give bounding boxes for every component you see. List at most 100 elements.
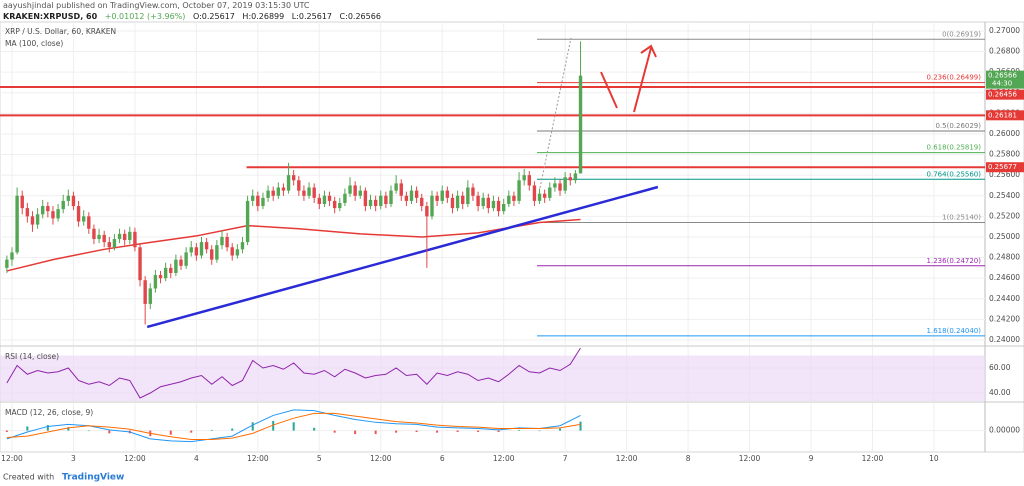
- price-tag-label: 0.26181: [988, 111, 1017, 119]
- y-tick-label: 0.27000: [989, 26, 1020, 35]
- x-tick-label: 12:00: [247, 454, 269, 463]
- candle-body: [240, 242, 245, 250]
- x-tick-label: 7: [563, 454, 568, 463]
- panel-title: XRP / U.S. Dollar, 60, KRAKEN: [5, 27, 116, 36]
- candle-body: [420, 197, 424, 207]
- candle-body: [476, 195, 480, 207]
- candle-body: [102, 234, 106, 243]
- price-tag: [986, 89, 1024, 100]
- candle-body: [25, 208, 30, 217]
- price-tag-countdown: 44:30: [992, 80, 1012, 88]
- candle-body: [81, 216, 86, 222]
- candle-body: [5, 259, 9, 268]
- histogram-bar: [108, 430, 111, 434]
- fib-label: 1.236(0.24720): [927, 257, 982, 265]
- x-tick-label: 9: [809, 454, 814, 463]
- candle-body: [368, 199, 373, 207]
- symbol-line: KRAKEN:XRPUSD, 60 +0.01012 (+3.96%) O:0.…: [3, 12, 386, 21]
- y-tick-label: 0.24200: [989, 314, 1020, 323]
- x-tick-label: 12:00: [370, 454, 392, 463]
- candle-body: [578, 75, 583, 174]
- candle-body: [496, 200, 501, 212]
- footer-created: Created with: [3, 473, 54, 482]
- candle-body: [542, 193, 547, 198]
- histogram-bar: [374, 430, 377, 435]
- price-tag-label: 0.26566: [988, 72, 1017, 80]
- candle-body: [399, 183, 403, 196]
- candle-body: [163, 267, 168, 279]
- candle-body: [128, 231, 132, 241]
- ohlc: O:0.25617: [192, 12, 235, 21]
- panel: [0, 403, 985, 451]
- histogram-bar: [538, 430, 541, 432]
- y-tick-label: 40.00: [989, 388, 1011, 397]
- histogram-bar: [67, 427, 70, 431]
- candle-body: [373, 199, 378, 207]
- candle-body: [230, 247, 234, 256]
- y-tick-label: 0.24000: [989, 335, 1020, 344]
- x-tick-label: 3: [71, 454, 76, 463]
- y-tick-label: 0.26800: [989, 47, 1020, 56]
- candle-body: [384, 195, 388, 204]
- candle-body: [404, 195, 409, 201]
- histogram-bar: [559, 428, 562, 431]
- publisher: aayushjindal published on TradingView.co…: [3, 1, 310, 10]
- histogram-bar: [436, 430, 439, 433]
- candle-body: [537, 193, 542, 201]
- candle-body: [461, 195, 465, 204]
- candle-body: [573, 173, 578, 181]
- histogram-bar: [272, 420, 275, 431]
- candle-body: [20, 195, 24, 209]
- candle-body: [430, 195, 434, 217]
- x-tick-label: 10: [929, 454, 939, 463]
- moving-average: [6, 218, 581, 272]
- candle-body: [179, 259, 183, 266]
- x-tick-label: 12:00: [862, 454, 884, 463]
- candle-body: [97, 234, 101, 240]
- candle-body: [46, 206, 50, 212]
- x-tick-label: 12:00: [1, 454, 23, 463]
- candle-body: [66, 195, 71, 201]
- candle-body: [517, 180, 521, 201]
- candle-body: [327, 195, 332, 201]
- overlay-label: MA (100, close): [5, 39, 63, 48]
- candle-body: [389, 190, 393, 204]
- candle-body: [138, 247, 142, 281]
- candle-body: [353, 185, 357, 196]
- rsi-line: [6, 347, 581, 399]
- candle-body: [51, 211, 55, 219]
- candle-body: [568, 177, 572, 181]
- trend-line: [146, 185, 659, 329]
- candle-body: [271, 190, 275, 196]
- candle-body: [409, 190, 414, 201]
- y-tick-label: 0.24800: [989, 253, 1020, 262]
- candle-body: [312, 187, 316, 198]
- candle-body: [133, 231, 137, 248]
- candle-body: [199, 242, 204, 256]
- y-tick-label: 0.00000: [989, 426, 1020, 435]
- panel: [0, 347, 985, 401]
- histogram-bar: [190, 430, 193, 433]
- candle-body: [522, 175, 526, 181]
- candle-body: [184, 252, 188, 266]
- x-tick-label: 12:00: [616, 454, 638, 463]
- candle-body: [76, 206, 81, 222]
- candle-body: [553, 183, 557, 188]
- candle-body: [122, 233, 127, 241]
- candle-body: [379, 195, 383, 207]
- panel-title: MACD (12, 26, close, 9): [5, 408, 93, 417]
- fib-label: 1.618(0.24040): [927, 327, 982, 335]
- candle-body: [189, 247, 193, 253]
- candle-body: [286, 175, 291, 191]
- change: +0.01012 (+3.96%): [104, 12, 186, 21]
- candle-body: [455, 195, 460, 209]
- candle-body: [481, 197, 485, 207]
- candle-body: [445, 190, 450, 198]
- candle-body: [486, 197, 491, 209]
- candle-body: [15, 195, 19, 253]
- candle-body: [291, 175, 296, 181]
- candle-body: [169, 267, 173, 274]
- candle-body: [435, 195, 439, 201]
- candle-body: [507, 195, 511, 204]
- candle-body: [41, 206, 45, 215]
